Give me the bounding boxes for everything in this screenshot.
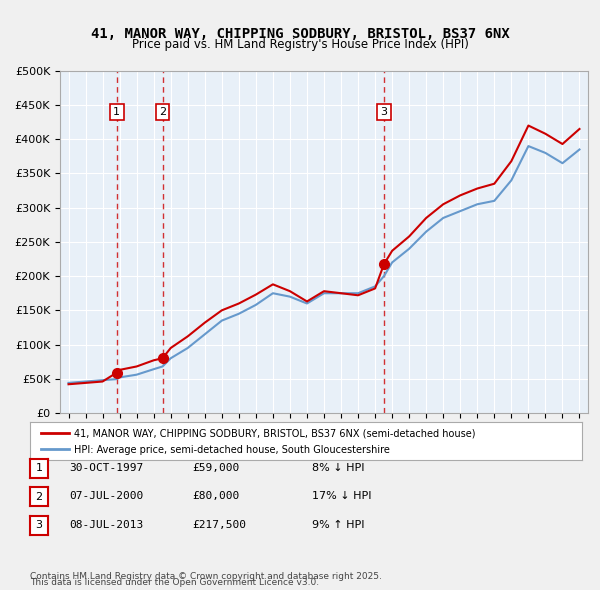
Text: This data is licensed under the Open Government Licence v3.0.: This data is licensed under the Open Gov… [30, 578, 319, 587]
Text: £80,000: £80,000 [192, 491, 239, 501]
Text: Contains HM Land Registry data © Crown copyright and database right 2025.: Contains HM Land Registry data © Crown c… [30, 572, 382, 581]
Text: 41, MANOR WAY, CHIPPING SODBURY, BRISTOL, BS37 6NX (semi-detached house): 41, MANOR WAY, CHIPPING SODBURY, BRISTOL… [74, 428, 476, 438]
Text: 2: 2 [35, 492, 43, 502]
Text: 2: 2 [159, 107, 166, 117]
Text: 1: 1 [35, 464, 43, 473]
Text: 17% ↓ HPI: 17% ↓ HPI [312, 491, 371, 501]
Text: 1: 1 [113, 107, 120, 117]
Text: £217,500: £217,500 [192, 520, 246, 529]
Text: 3: 3 [380, 107, 388, 117]
Text: Price paid vs. HM Land Registry's House Price Index (HPI): Price paid vs. HM Land Registry's House … [131, 38, 469, 51]
Text: 8% ↓ HPI: 8% ↓ HPI [312, 463, 365, 473]
Text: 07-JUL-2000: 07-JUL-2000 [69, 491, 143, 501]
Text: 3: 3 [35, 520, 43, 530]
Text: 30-OCT-1997: 30-OCT-1997 [69, 463, 143, 473]
Text: £59,000: £59,000 [192, 463, 239, 473]
Text: 41, MANOR WAY, CHIPPING SODBURY, BRISTOL, BS37 6NX: 41, MANOR WAY, CHIPPING SODBURY, BRISTOL… [91, 27, 509, 41]
Text: 08-JUL-2013: 08-JUL-2013 [69, 520, 143, 529]
Text: 9% ↑ HPI: 9% ↑ HPI [312, 520, 365, 529]
Text: HPI: Average price, semi-detached house, South Gloucestershire: HPI: Average price, semi-detached house,… [74, 445, 390, 455]
